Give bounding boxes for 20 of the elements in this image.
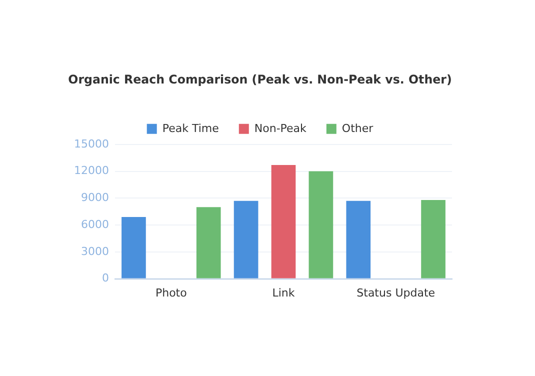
legend-label: Other: [342, 122, 374, 135]
y-tick-label: 0: [102, 272, 109, 285]
bar: [346, 200, 371, 278]
bar: [308, 171, 334, 278]
bar: [234, 200, 258, 278]
y-tick-label: 12000: [74, 164, 109, 178]
legend-label: Peak Time: [162, 122, 220, 135]
y-tick-label: 6000: [80, 218, 109, 231]
x-tick-label: Status Update: [356, 286, 436, 300]
y-tick-label: 3000: [80, 244, 109, 258]
bar: [421, 200, 446, 278]
legend-label: Non-Peak: [254, 122, 308, 135]
chart-title: Organic Reach Comparison (Peak vs. Non-Peak vs. Other): [68, 72, 452, 86]
y-tick-label: 15000: [74, 137, 109, 150]
x-tick-label: Photo: [155, 286, 188, 300]
bar: [122, 216, 146, 278]
y-tick-label: 9000: [80, 191, 109, 204]
x-tick-label: Link: [272, 286, 296, 300]
bar: [271, 165, 296, 278]
bar: [196, 207, 221, 278]
